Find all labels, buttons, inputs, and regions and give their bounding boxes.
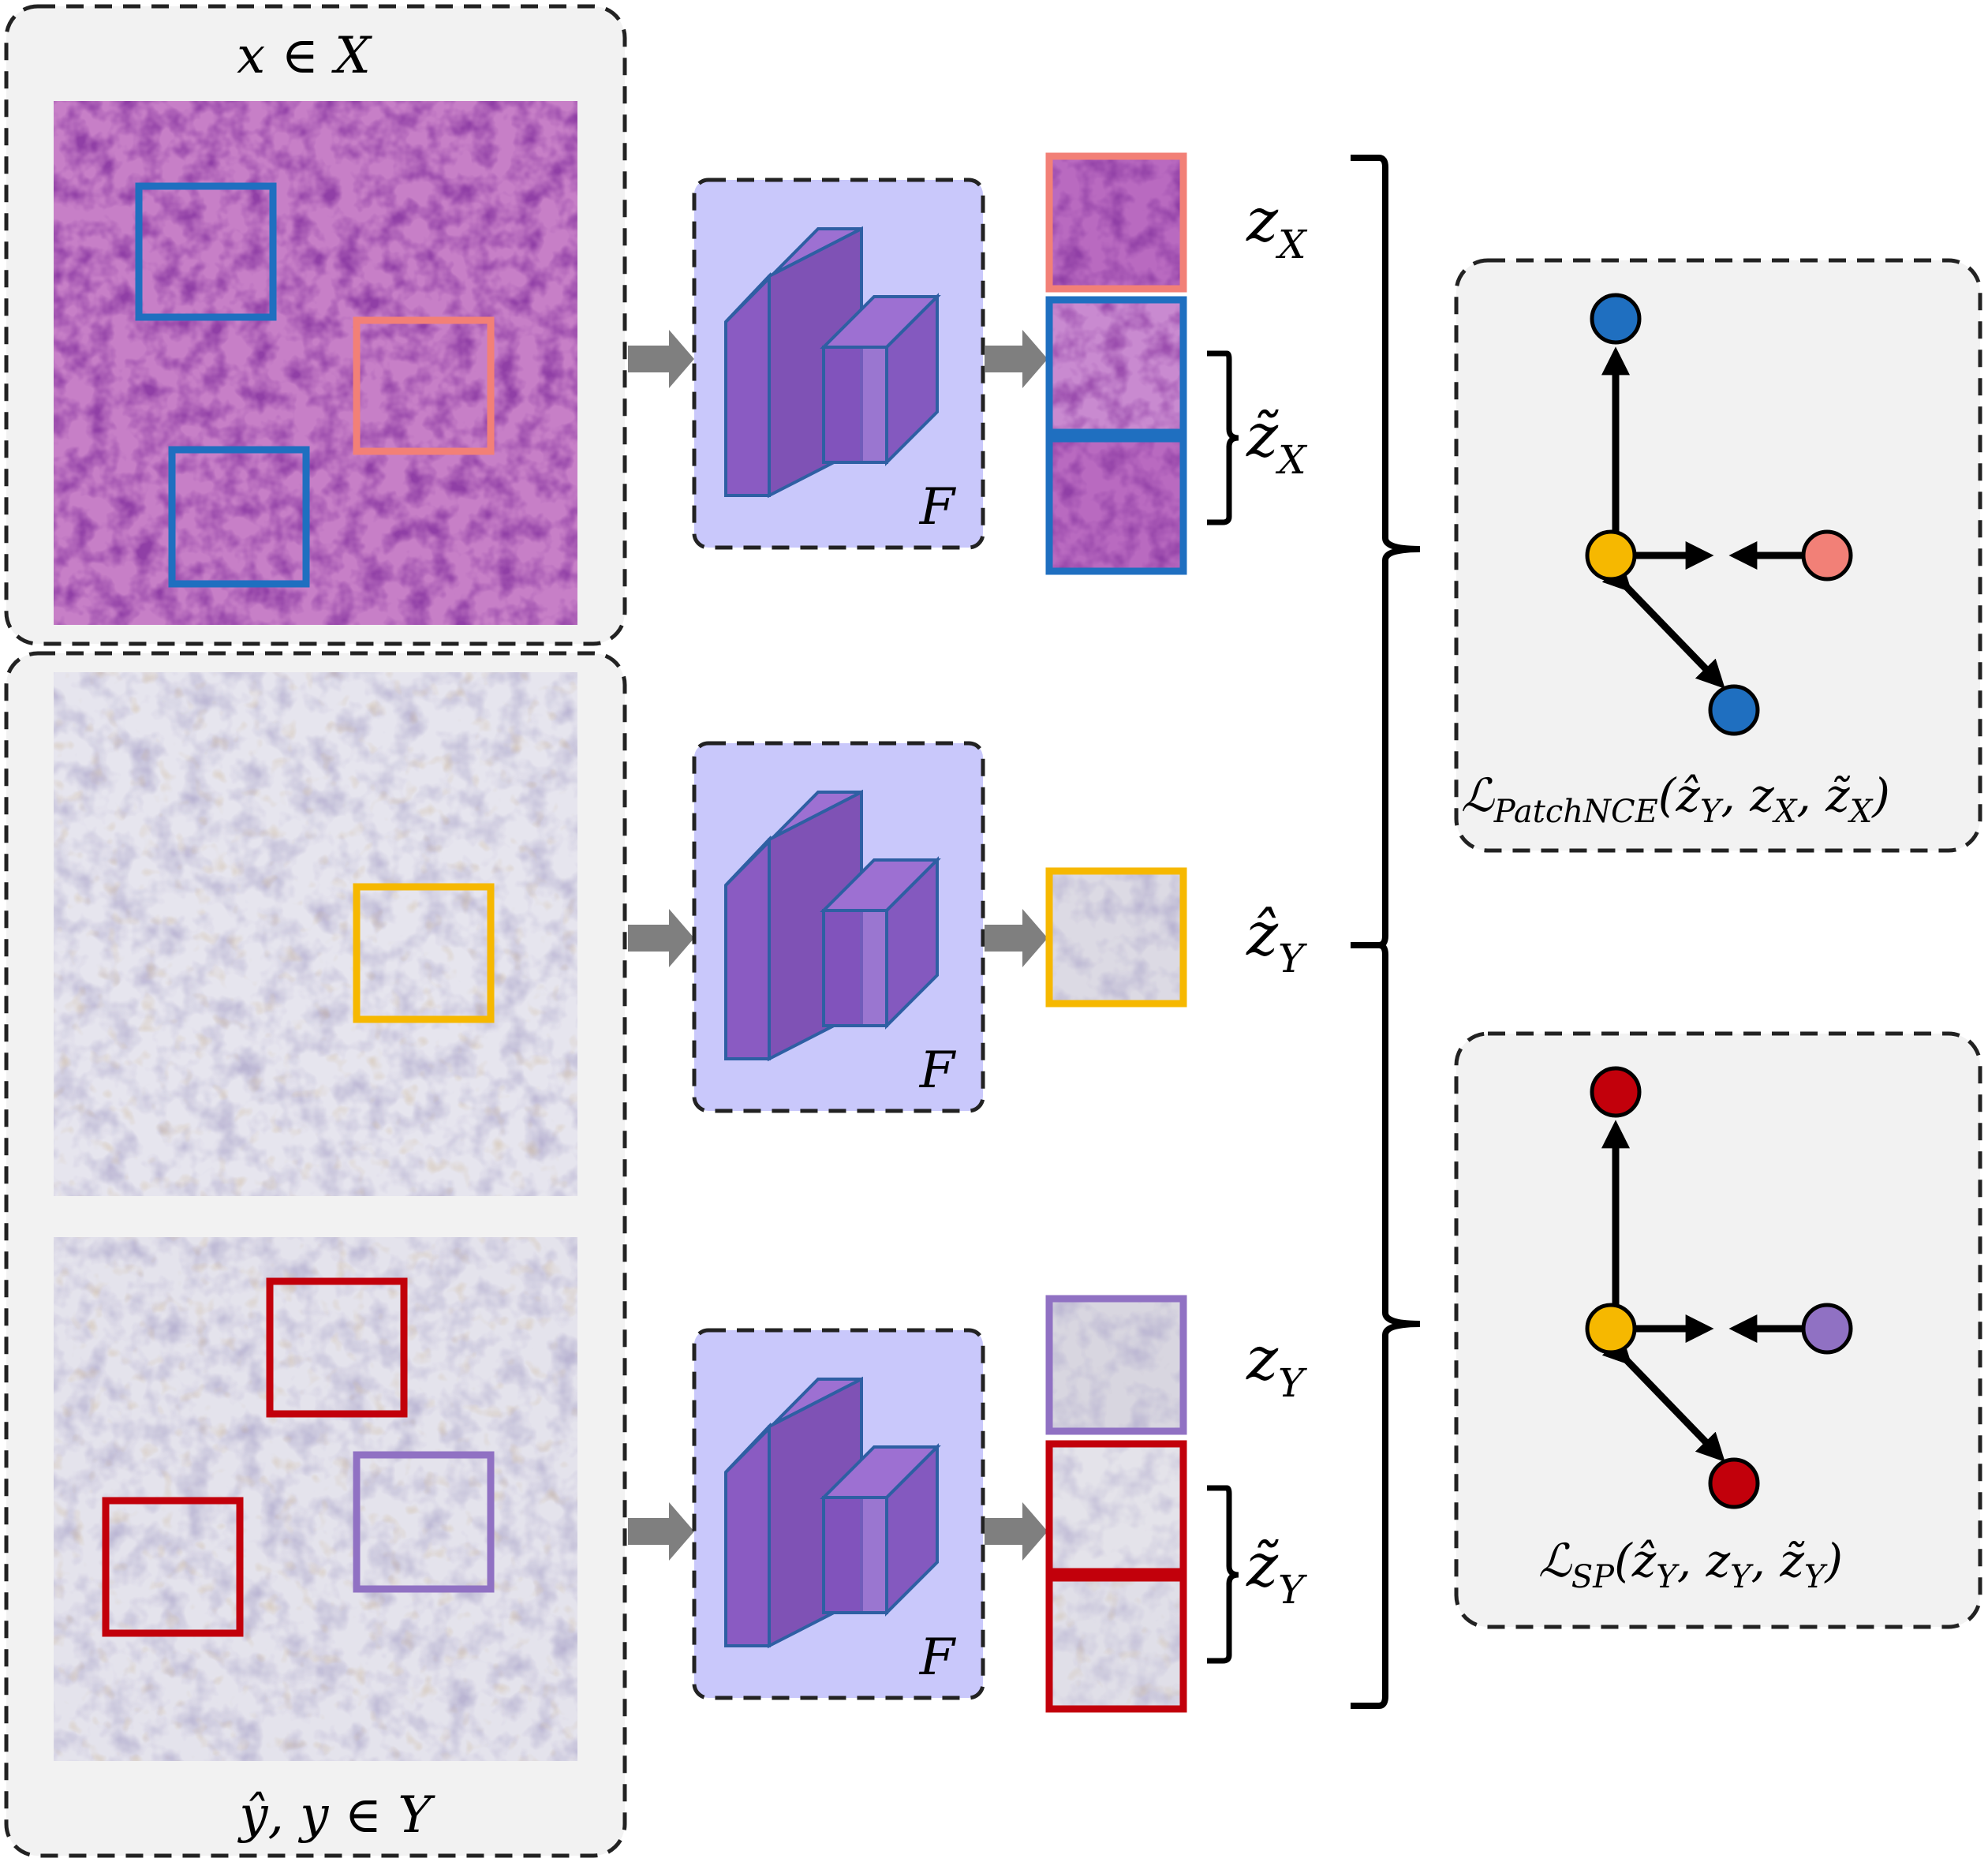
patch-box-purple — [353, 1451, 495, 1593]
input-arrow-2 — [628, 909, 694, 967]
bracket-sp — [1351, 942, 1421, 1709]
generated-ihc-image — [54, 672, 577, 1196]
target-domain-label: ŷ, y ∈ Y — [237, 1786, 435, 1845]
label-zY: zY — [1246, 1323, 1307, 1406]
label-zY-hat: ẑY — [1246, 899, 1307, 981]
patch-box-red-1 — [266, 1277, 408, 1418]
source-domain-label: x ∈ X — [237, 27, 372, 85]
edge-anchor-to-blue-bottom — [1601, 562, 1725, 690]
svg-text:zX: zX — [1246, 185, 1308, 267]
patch-yellow — [1045, 867, 1187, 1008]
bracket-zX-tilde — [1207, 350, 1239, 525]
bracket-zY-tilde — [1207, 1485, 1239, 1664]
input-arrow-3 — [628, 1502, 694, 1561]
label-zX-tilde: z̃X — [1246, 400, 1308, 483]
patch-red-2 — [1045, 1574, 1187, 1713]
svg-text:ẑY: ẑY — [1246, 899, 1307, 981]
node-red-bottom — [1708, 1457, 1760, 1509]
edge-anchor-to-red-bottom — [1601, 1335, 1725, 1463]
label-zY-tilde: z̃Y — [1246, 1530, 1307, 1613]
patch-red-1 — [1045, 1440, 1187, 1576]
patch-box-yellow — [353, 883, 495, 1023]
encoder-label: F — [919, 1041, 957, 1100]
patch-box-red-2 — [102, 1497, 244, 1637]
patch-box-blue-1 — [135, 182, 277, 321]
node-yellow-anchor — [1585, 529, 1637, 581]
input-arrow-1 — [628, 330, 694, 388]
he-stained-image — [54, 101, 577, 625]
node-yellow-anchor — [1585, 1303, 1637, 1355]
node-salmon — [1801, 529, 1853, 581]
node-purple — [1801, 1303, 1853, 1355]
output-arrow-1 — [985, 330, 1048, 388]
patch-purple — [1045, 1295, 1187, 1435]
sp-loss-panel: ℒSP(ẑY, zY, z̃Y) — [1454, 1031, 1982, 1629]
svg-text:z̃X: z̃X — [1246, 400, 1308, 483]
node-red-top — [1590, 1066, 1642, 1118]
bracket-patchnce — [1351, 155, 1421, 948]
node-blue-top — [1590, 293, 1642, 345]
output-arrow-3 — [985, 1502, 1048, 1561]
encoder-1: F — [692, 178, 985, 550]
encoder-3: F — [692, 1328, 985, 1700]
patchnce-loss-panel: ℒPatchNCE(ẑY, zX, z̃X) — [1454, 258, 1982, 853]
label-zX: zX — [1246, 185, 1308, 267]
encoder-label: F — [919, 1628, 957, 1687]
encoder-2: F — [692, 741, 985, 1113]
svg-text:z̃Y: z̃Y — [1246, 1530, 1307, 1613]
patch-box-blue-2 — [168, 446, 310, 588]
node-blue-bottom — [1708, 684, 1760, 736]
patchnce-loss-label: ℒPatchNCE(ẑY, zX, z̃X) — [1461, 768, 1890, 830]
svg-text:zY: zY — [1246, 1323, 1307, 1406]
sp-loss-label: ℒSP(ẑY, zY, z̃Y) — [1538, 1534, 1843, 1595]
patch-blue-1 — [1045, 296, 1187, 436]
patch-salmon — [1045, 152, 1187, 293]
patch-box-salmon — [353, 316, 495, 455]
patch-blue-2 — [1045, 435, 1187, 575]
output-arrow-2 — [985, 909, 1048, 967]
encoder-label: F — [919, 478, 957, 537]
